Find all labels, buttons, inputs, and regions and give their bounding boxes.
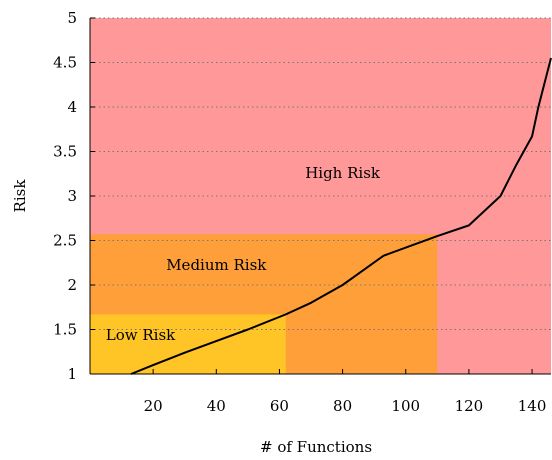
y-tick-label: 3.5	[53, 143, 77, 161]
series-group	[130, 57, 552, 375]
y-tick-labels: 1 1.5 2 2.5 3 3.5 4 4.5 5	[53, 9, 77, 383]
x-tick-label: 100	[391, 397, 420, 415]
y-tick-label: 2	[67, 276, 77, 294]
x-tick-label: 80	[333, 397, 352, 415]
y-axis-label: Risk	[11, 179, 29, 213]
region-labels: High Risk Medium Risk Low Risk	[106, 164, 381, 344]
y-tick-label: 4.5	[53, 54, 77, 72]
x-tick-label: 40	[207, 397, 226, 415]
x-tick-label: 140	[518, 397, 547, 415]
series-line-0	[130, 57, 552, 375]
y-tick-label: 1.5	[53, 321, 77, 339]
y-tick-label: 4	[67, 98, 77, 116]
high-risk-label: High Risk	[305, 164, 381, 182]
medium-risk-label: Medium Risk	[166, 256, 267, 274]
y-tick-label: 3	[67, 187, 77, 205]
x-tick-label: 120	[455, 397, 484, 415]
grid-lines	[90, 17, 551, 330]
low-risk-region	[90, 314, 286, 374]
x-axis-label: # of Functions	[260, 438, 372, 456]
axes	[89, 17, 551, 375]
x-tick-label: 60	[270, 397, 289, 415]
low-risk-label: Low Risk	[106, 326, 176, 344]
y-tick-label: 2.5	[53, 232, 77, 250]
x-tick-labels: 20 40 60 80 100 120 140	[144, 397, 547, 415]
y-tick-label: 5	[67, 9, 77, 27]
y-tick-label: 1	[67, 365, 77, 383]
x-tick-label: 20	[144, 397, 163, 415]
